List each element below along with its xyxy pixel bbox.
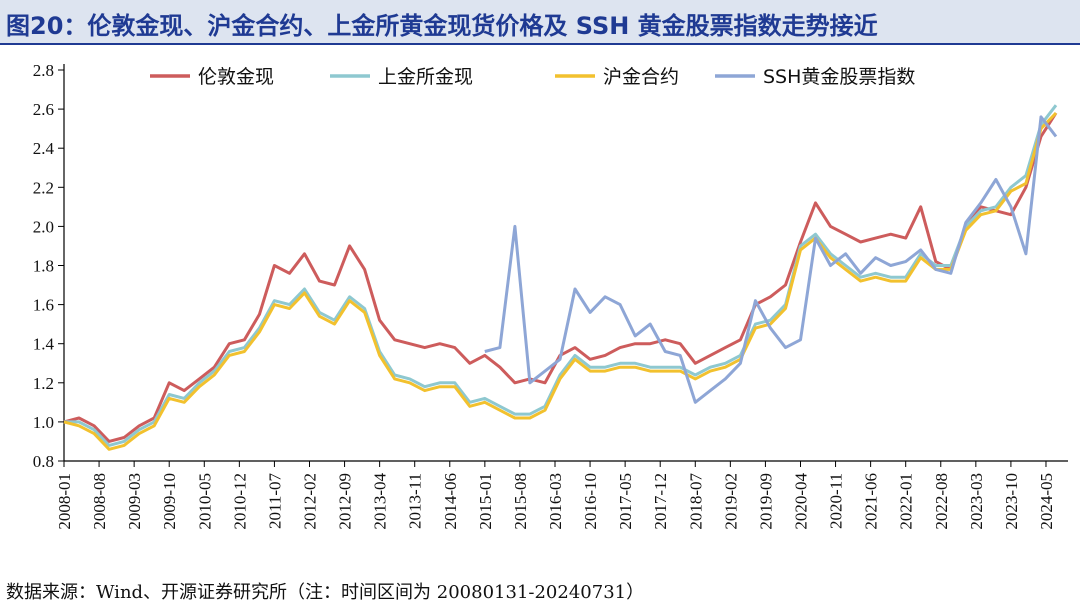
y-tick-label: 1.4 (33, 335, 55, 354)
y-tick-label: 1.8 (33, 257, 54, 276)
y-tick-label: 2.6 (33, 100, 54, 119)
x-tick-label: 2024-05 (1037, 473, 1056, 530)
x-tick-label: 2012-02 (300, 473, 319, 530)
x-tick-label: 2021-06 (862, 473, 881, 530)
x-tick-label: 2010-05 (195, 473, 214, 530)
x-tick-label: 2011-07 (265, 473, 284, 530)
x-tick-label: 2016-03 (546, 473, 565, 530)
chart-title: 图20：伦敦金现、沪金合约、上金所黄金现货价格及 SSH 黄金股票指数走势接近 (6, 12, 878, 40)
x-tick-label: 2013-04 (371, 473, 390, 530)
x-tick-label: 2022-08 (932, 473, 951, 530)
x-tick-label: 2023-03 (967, 473, 986, 530)
series-line-2 (64, 104, 1058, 447)
x-tick-label: 2020-11 (827, 473, 846, 529)
x-tick-label: 2010-12 (230, 473, 249, 530)
x-tick-label: 2019-02 (721, 473, 740, 530)
x-tick-label: 2022-01 (897, 473, 916, 530)
x-tick-label: 2020-04 (791, 473, 810, 530)
series-line-4 (484, 115, 1058, 404)
source-note: 数据来源：Wind、开源证券研究所（注：时间区间为 20080131-20240… (6, 582, 645, 603)
legend-label-4: SSH黄金股票指数 (763, 66, 915, 88)
y-tick-label: 2.4 (33, 139, 55, 158)
x-tick-label: 2017-12 (651, 473, 670, 530)
x-tick-label: 2008-08 (90, 473, 109, 530)
x-tick-label: 2015-01 (476, 473, 495, 530)
title-divider (0, 43, 1080, 45)
x-tick-label: 2016-10 (581, 473, 600, 530)
y-tick-label: 0.8 (33, 452, 54, 471)
x-tick-label: 2008-01 (55, 473, 74, 530)
x-tick-label: 2023-10 (1002, 473, 1021, 530)
x-tick-label: 2009-03 (125, 473, 144, 530)
y-tick-label: 2.8 (33, 61, 54, 80)
legend-label-1: 伦敦金现 (198, 66, 274, 88)
series-line-3 (63, 111, 1058, 451)
y-tick-label: 2.0 (33, 217, 54, 236)
x-tick-label: 2012-09 (336, 473, 355, 530)
line-chart: 0.8 1.0 1.2 1.4 1.6 1.8 2.0 2.2 2.4 2.6 2.8 2008-01… (33, 61, 1068, 530)
y-tick-label: 1.2 (33, 374, 54, 393)
x-tick-label: 2013-11 (406, 473, 425, 529)
x-tick-label: 2018-07 (686, 473, 705, 530)
x-tick-label: 2009-10 (160, 473, 179, 530)
y-tick-label: 1.0 (33, 413, 54, 432)
y-tick-label: 2.2 (33, 178, 54, 197)
x-tick-label: 2015-08 (511, 473, 530, 530)
legend-label-3: 沪金合约 (603, 66, 679, 88)
legend-label-2: 上金所金现 (378, 66, 473, 88)
title-bar (0, 0, 1080, 44)
x-tick-label: 2019-09 (756, 473, 775, 530)
x-tick-label: 2017-05 (616, 473, 635, 530)
y-tick-label: 1.6 (33, 296, 54, 315)
x-tick-label: 2014-06 (441, 473, 460, 530)
